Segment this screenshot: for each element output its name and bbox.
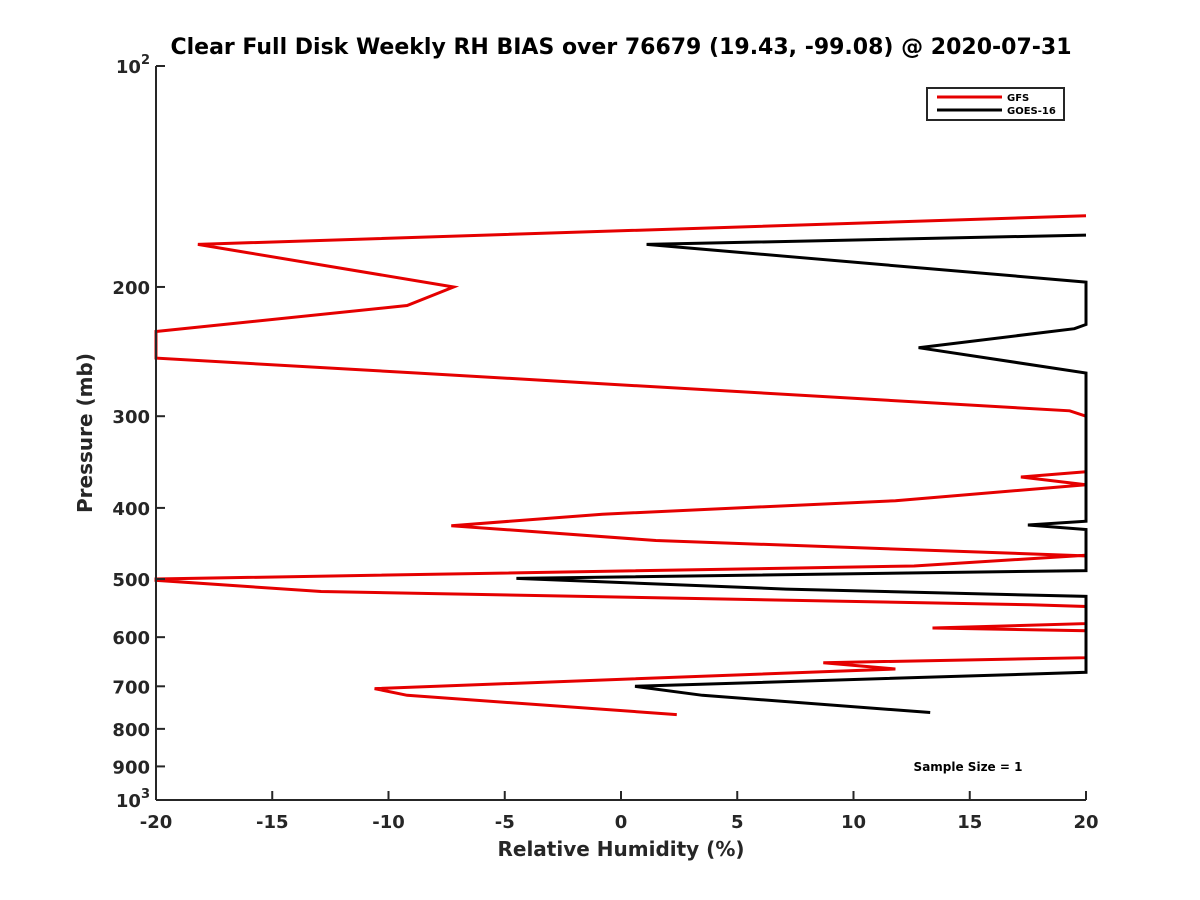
series-line-goes16 <box>516 233 1088 714</box>
y-tick-label: 400 <box>112 499 150 520</box>
x-tick-label: 15 <box>957 812 982 833</box>
x-tick-label: -10 <box>372 812 405 833</box>
y-tick-label: 500 <box>112 570 150 591</box>
x-tick-label: -5 <box>495 812 515 833</box>
y-tick-label: 300 <box>112 407 150 428</box>
x-tick-label: -20 <box>140 812 173 833</box>
legend-label-gfs: GFS <box>1007 93 1029 104</box>
y-tick-label: 600 <box>112 628 150 649</box>
x-axis-ticks: -20 -15 -10 -5 0 5 10 15 20 <box>140 791 1099 833</box>
x-tick-label: 0 <box>615 812 628 833</box>
plot-area <box>156 66 1086 800</box>
y-axis-label: Pressure (mb) <box>73 353 97 513</box>
legend-label-goes16: GOES-16 <box>1007 106 1056 117</box>
legend: GFS GOES-16 <box>926 87 1065 121</box>
y-tick-label: 900 <box>112 757 150 778</box>
series-layer <box>154 214 1088 717</box>
sample-size-annotation: Sample Size = 1 <box>914 760 1023 774</box>
x-tick-label: 10 <box>841 812 866 833</box>
x-tick-label: -15 <box>256 812 289 833</box>
y-tick-label: 200 <box>112 278 150 299</box>
x-tick-label: 20 <box>1073 812 1098 833</box>
y-tick-label: 102 <box>116 53 150 78</box>
y-axis-ticks: 102 200 300 400 500 600 700 800 900 103 <box>112 53 165 812</box>
y-tick-label: 700 <box>112 677 150 698</box>
y-tick-label: 800 <box>112 720 150 741</box>
chart-title: Clear Full Disk Weekly RH BIAS over 7667… <box>170 35 1071 60</box>
x-tick-label: 5 <box>731 812 744 833</box>
y-tick-label: 103 <box>116 787 150 812</box>
legend-box <box>926 87 1065 121</box>
x-axis-label: Relative Humidity (%) <box>497 837 744 861</box>
